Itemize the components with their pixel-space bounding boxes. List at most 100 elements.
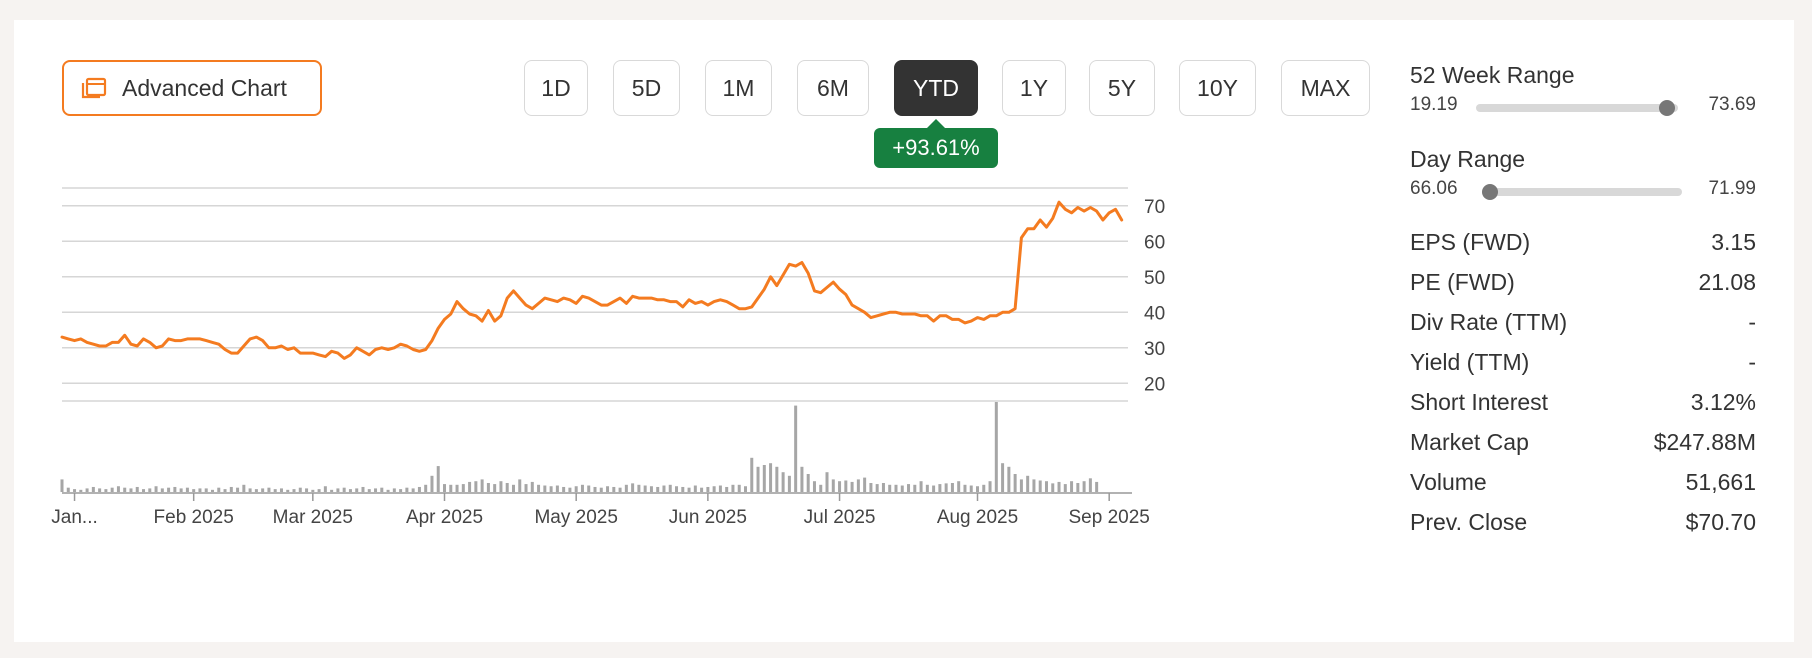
volume-bar (399, 489, 403, 492)
volume-bar (1007, 466, 1011, 492)
volume-bar (800, 466, 804, 492)
volume-bar (73, 489, 77, 492)
volume-bar (254, 489, 258, 492)
volume-bar (361, 486, 365, 492)
volume-bar (555, 485, 559, 492)
stat-value: $247.88M (1653, 428, 1756, 455)
x-tick-label: Mar 2025 (273, 507, 353, 528)
volume-bar (649, 486, 653, 492)
volume-bar (286, 489, 290, 492)
volume-bar (668, 484, 672, 492)
week52-range-label: 52 Week Range (1410, 62, 1575, 88)
stat-row-volume: Volume 51,661 (1410, 467, 1756, 497)
volume-bar (185, 487, 189, 492)
volume-bar (411, 488, 415, 492)
volume-bar (1032, 479, 1036, 492)
volume-bar (700, 487, 704, 492)
stat-row-eps: EPS (FWD) 3.15 (1410, 227, 1756, 257)
volume-bar (148, 488, 152, 492)
volume-bar (875, 484, 879, 492)
volume-bar (988, 481, 992, 492)
range-ytd-button[interactable]: YTD (894, 60, 978, 116)
volume-bar (317, 489, 321, 492)
range-1d-button[interactable]: 1D (524, 60, 588, 116)
x-tick-label: Apr 2025 (406, 507, 483, 528)
stat-row-short-interest: Short Interest 3.12% (1410, 387, 1756, 417)
range-5y-button[interactable]: 5Y (1089, 60, 1155, 116)
x-tick-label: Jul 2025 (804, 507, 876, 528)
week52-range-marker (1658, 100, 1675, 116)
volume-bar (474, 481, 478, 492)
volume-bar (643, 485, 647, 492)
volume-bar (486, 483, 490, 492)
stat-label: Prev. Close (1410, 508, 1528, 535)
volume-bar (743, 486, 747, 492)
y-tick-label: 50 (1144, 268, 1165, 289)
volume-bar (436, 466, 440, 492)
week52-range-track (1476, 100, 1678, 116)
x-tick-label: Jan... (51, 507, 97, 528)
volume-bar (154, 486, 158, 492)
advanced-chart-button[interactable]: Advanced Chart (62, 60, 322, 116)
y-tick-label: 30 (1144, 339, 1165, 360)
day-range-track (1482, 184, 1682, 200)
volume-bar (443, 484, 447, 492)
week52-range-high: 73.69 (1708, 94, 1756, 115)
volume-bar (392, 488, 396, 492)
volume-bar (599, 487, 603, 492)
volume-bar (612, 486, 616, 492)
stat-label: Volume (1410, 468, 1487, 495)
range-1m-button[interactable]: 1M (705, 60, 772, 116)
range-max-button[interactable]: MAX (1281, 60, 1370, 116)
volume-bar (336, 488, 340, 492)
volume-bar (856, 479, 860, 492)
volume-bar (493, 484, 497, 492)
volume-bar (179, 488, 183, 492)
stat-label: Div Rate (TTM) (1410, 308, 1568, 335)
volume-bar (1038, 480, 1042, 492)
volume-bar (104, 489, 108, 492)
price-line (60, 200, 1124, 360)
volume-bar (223, 489, 227, 492)
stat-label: Yield (TTM) (1410, 348, 1530, 375)
volume-bar (142, 489, 146, 492)
volume-bar (167, 487, 171, 492)
volume-bar (173, 486, 177, 492)
volume-bar (863, 477, 867, 492)
volume-bar (229, 486, 233, 492)
volume-bar (367, 489, 371, 492)
volume-bar (330, 489, 334, 492)
volume-bar (455, 484, 459, 492)
range-10y-button[interactable]: 10Y (1179, 60, 1256, 116)
volume-bar (79, 489, 83, 492)
volume-bar (775, 466, 779, 492)
volume-bar (1063, 484, 1067, 492)
volume-bar (261, 488, 265, 492)
volume-bar (712, 486, 716, 492)
range-6m-button[interactable]: 6M (797, 60, 869, 116)
volume-bar (1019, 479, 1023, 492)
volume-bar (762, 465, 766, 492)
volume-bar (91, 486, 95, 492)
stat-label: Short Interest (1410, 388, 1549, 415)
volume-bar (606, 486, 610, 492)
volume-bar (518, 479, 522, 492)
volume-bar (273, 489, 277, 492)
volume-bar (574, 486, 578, 492)
volume-bar (568, 487, 572, 492)
range-1y-button[interactable]: 1Y (1002, 60, 1066, 116)
range-5d-button[interactable]: 5D (613, 60, 680, 116)
volume-bar (562, 486, 566, 492)
volume-bar (380, 487, 384, 492)
volume-bar (217, 487, 221, 492)
stat-row-market-cap: Market Cap $247.88M (1410, 427, 1756, 457)
volume-bar (675, 486, 679, 492)
volume-bar (543, 485, 547, 492)
volume-bar (593, 486, 597, 492)
volume-bar (236, 487, 240, 492)
volume-bar (756, 466, 760, 492)
volume-bar (279, 488, 283, 492)
stat-label: Market Cap (1410, 428, 1529, 455)
stat-label: PE (FWD) (1410, 268, 1515, 295)
volume-bar (932, 485, 936, 492)
